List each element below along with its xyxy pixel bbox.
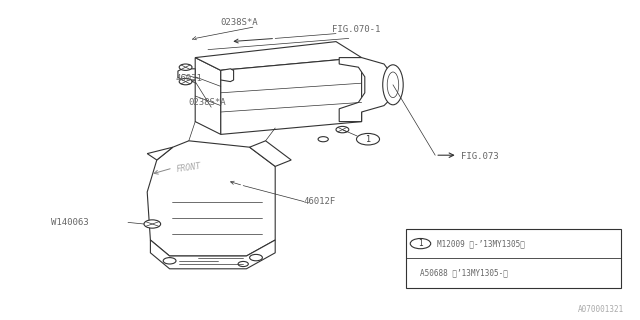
Polygon shape	[221, 69, 234, 82]
Text: 46031: 46031	[176, 74, 203, 83]
Polygon shape	[339, 58, 394, 122]
Text: 1: 1	[365, 135, 371, 144]
Circle shape	[163, 258, 176, 264]
Circle shape	[318, 137, 328, 142]
Ellipse shape	[387, 72, 399, 98]
Circle shape	[356, 133, 380, 145]
Text: 0238S*A: 0238S*A	[189, 98, 227, 107]
Polygon shape	[250, 141, 291, 166]
Text: FRONT: FRONT	[176, 162, 202, 174]
Circle shape	[238, 261, 248, 267]
Polygon shape	[195, 42, 362, 70]
Ellipse shape	[383, 65, 403, 105]
Text: FIG.073: FIG.073	[461, 152, 499, 161]
FancyBboxPatch shape	[406, 229, 621, 288]
Text: A50688 〈’13MY1305-〉: A50688 〈’13MY1305-〉	[420, 269, 508, 278]
Circle shape	[179, 78, 192, 85]
Circle shape	[410, 238, 431, 249]
Circle shape	[336, 126, 349, 133]
Circle shape	[250, 254, 262, 261]
Text: FIG.070-1: FIG.070-1	[332, 25, 380, 34]
Polygon shape	[147, 147, 173, 160]
Polygon shape	[147, 141, 275, 256]
Text: A070001321: A070001321	[578, 305, 624, 314]
Polygon shape	[178, 69, 195, 80]
Text: 1: 1	[418, 239, 423, 248]
Text: 0238S*A: 0238S*A	[221, 18, 259, 27]
Text: 46012F: 46012F	[304, 197, 336, 206]
Circle shape	[179, 64, 192, 70]
Polygon shape	[195, 58, 221, 134]
Polygon shape	[150, 240, 275, 269]
Circle shape	[144, 220, 161, 228]
Polygon shape	[221, 58, 362, 134]
Text: W140063: W140063	[51, 218, 89, 227]
Text: M12009 〈-’13MY1305〉: M12009 〈-’13MY1305〉	[437, 239, 525, 248]
